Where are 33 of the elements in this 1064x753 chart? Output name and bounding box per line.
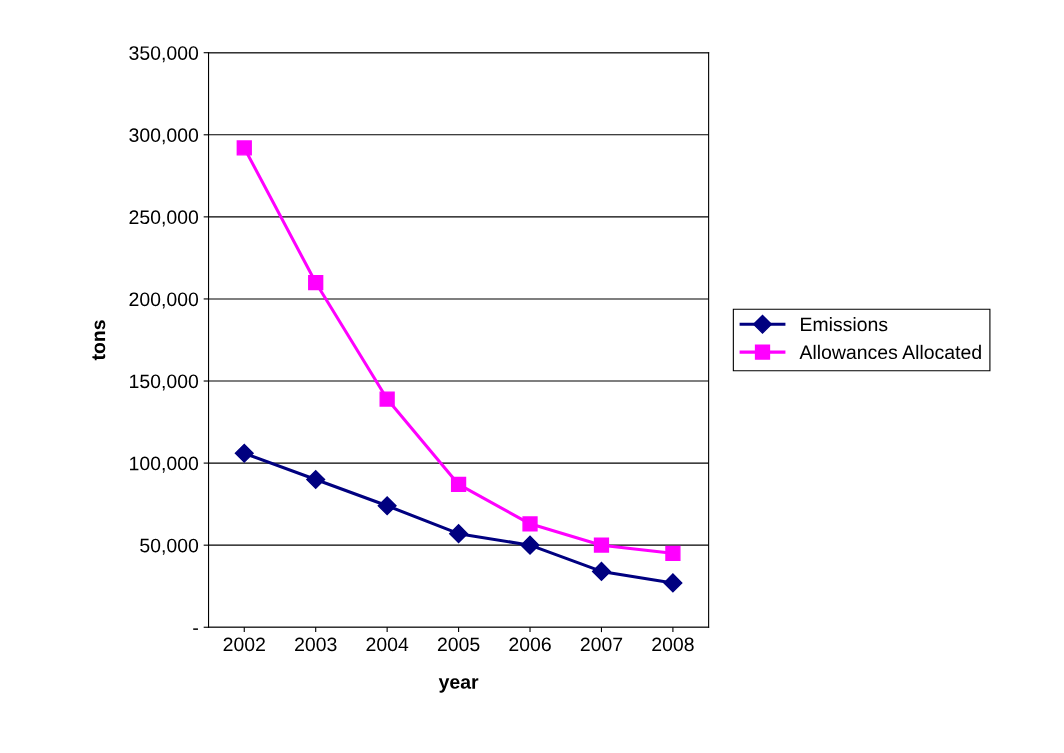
point: [379, 391, 395, 407]
x-tick-label: 2007: [580, 637, 623, 652]
x-tick-label: 2004: [366, 637, 409, 652]
point: [236, 140, 252, 156]
point: [665, 545, 681, 562]
y-tick-label: 100,000: [130, 456, 199, 473]
point: [591, 561, 611, 581]
legend-label: Allowances Allocated: [799, 344, 981, 360]
point: [663, 573, 683, 593]
point: [522, 516, 538, 532]
point: [593, 537, 610, 553]
x-tick-label: 2005: [437, 637, 480, 652]
x-axis-title: year: [438, 678, 479, 693]
point: [449, 524, 469, 544]
point: [450, 476, 467, 493]
point: [306, 469, 326, 490]
x-tick-label: 2002: [223, 637, 265, 652]
x-tick-label: 2006: [509, 637, 551, 652]
y-axis-title: tons: [92, 320, 106, 361]
y-tick-label: 300,000: [129, 128, 199, 145]
y-tick-label: 150,000: [130, 374, 199, 391]
y-tick-label: 50,000: [140, 538, 199, 555]
point: [377, 496, 397, 516]
legend-label: Emissions: [801, 316, 888, 332]
point: [520, 535, 540, 555]
y-tick-label: 350,000: [129, 46, 199, 63]
x-tick-label: 2003: [295, 637, 337, 652]
y-tick-label: 250,000: [129, 210, 199, 227]
x-tick-label: 2008: [652, 637, 694, 652]
y-tick-label: 200,000: [129, 292, 199, 309]
y-tick-label: -: [193, 628, 198, 630]
point: [308, 274, 324, 291]
point: [234, 443, 254, 463]
